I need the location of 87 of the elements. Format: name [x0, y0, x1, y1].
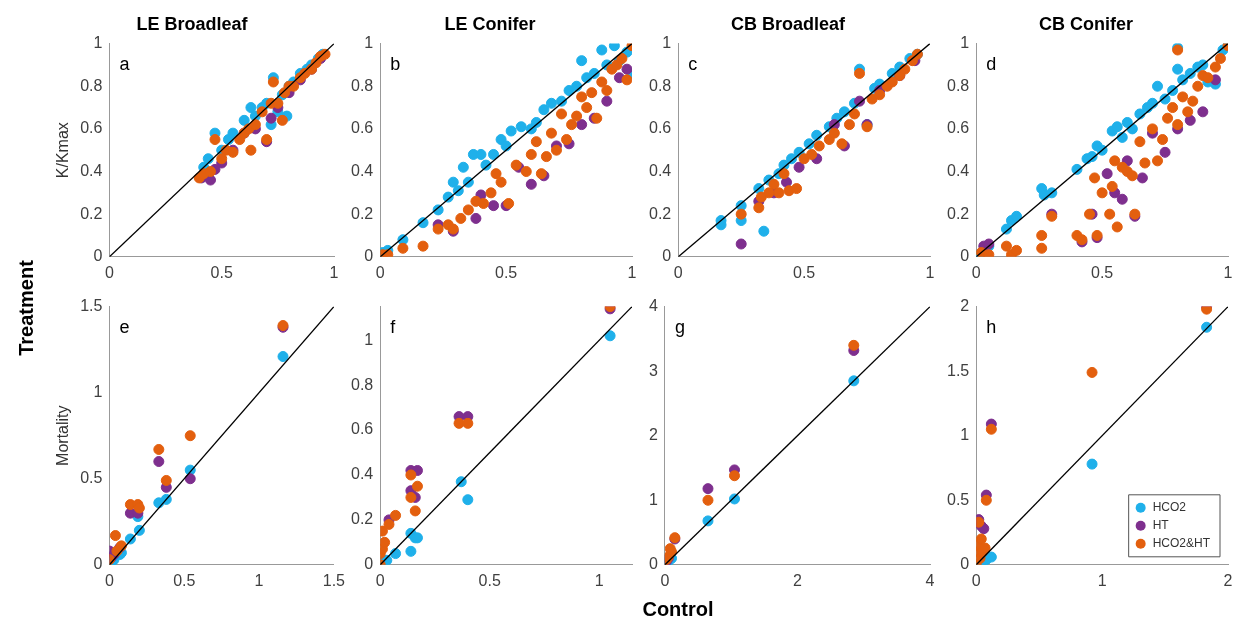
y-tick-label: 0.2 — [350, 204, 374, 222]
y-tick-label: 1.5 — [946, 361, 970, 379]
chart-title: CB Conifer — [1039, 13, 1133, 34]
chart-title: CB Broadleaf — [730, 13, 847, 34]
y-tick-label: 1 — [960, 426, 970, 444]
y-tick-label: 2 — [960, 297, 970, 315]
y-tick-label: 2 — [648, 426, 658, 444]
x-tick-label: 1 — [1097, 571, 1107, 589]
annotation: b — [390, 53, 401, 74]
y-tick-label: 0.6 — [350, 119, 374, 137]
chart-title: LE Broadleaf — [136, 13, 249, 34]
legend-label: HCO2 — [1152, 500, 1187, 515]
y-tick-label: 0.8 — [946, 76, 970, 94]
text: Treatment — [14, 260, 38, 356]
annotation: a — [119, 53, 131, 74]
y-tick-label: 1 — [648, 490, 658, 508]
x-tick-label: 0.5 — [1091, 263, 1114, 281]
annotation: h — [986, 316, 997, 337]
y-tick-label: 0 — [93, 555, 103, 573]
y-tick-label: 0.6 — [80, 119, 103, 137]
y-tick-label: 0.2 — [946, 204, 970, 222]
x-tick-label: 0 — [104, 263, 114, 281]
y-tick-label: 0.6 — [648, 119, 672, 137]
y-tick-label: 0 — [364, 247, 374, 265]
x-tick-label: 0 — [104, 571, 114, 589]
y-tick-label: 1.5 — [80, 297, 103, 315]
text: Control — [642, 598, 714, 621]
y-tick-label: 0.5 — [946, 490, 970, 508]
y-tick-label: 0 — [93, 247, 103, 265]
y-tick-label: 0.4 — [946, 161, 970, 179]
y-tick-label: 0 — [364, 555, 374, 573]
chart-title: LE Conifer — [444, 13, 536, 34]
y-tick-label: 1 — [960, 34, 970, 52]
y-tick-label: 0.2 — [350, 510, 374, 528]
x-tick-label: 1 — [594, 571, 604, 589]
x-tick-label: 1 — [627, 263, 637, 281]
y-tick-label: 0.8 — [80, 76, 103, 94]
x-tick-label: 1 — [254, 571, 264, 589]
y-tick-label: 0 — [648, 555, 658, 573]
y-tick-label: 0.4 — [80, 161, 103, 179]
y-tick-label: 0.6 — [350, 420, 374, 438]
y-tick-label: 0 — [960, 555, 970, 573]
y-tick-label: 0.8 — [350, 76, 374, 94]
y-tick-label: 1 — [93, 34, 103, 52]
y-tick-label: 1 — [662, 34, 672, 52]
x-tick-label: 1 — [925, 263, 935, 281]
x-tick-label: 0 — [375, 571, 385, 589]
x-tick-label: 1.5 — [322, 571, 346, 589]
y-axis-title: K/Kmax — [54, 122, 72, 179]
annotation: f — [390, 316, 397, 337]
legend-label: HCO2&HT — [1152, 536, 1211, 551]
x-tick-label: 2 — [793, 571, 802, 589]
x-tick-label: 4 — [925, 571, 935, 589]
annotation: d — [986, 53, 997, 74]
y-tick-label: 0.8 — [350, 375, 374, 393]
y-tick-label: 0.4 — [648, 161, 672, 179]
y-tick-label: 0.2 — [80, 204, 103, 222]
y-tick-label: 0.5 — [80, 469, 103, 487]
y-tick-label: 0 — [662, 247, 672, 265]
x-tick-label: 1 — [329, 263, 339, 281]
x-tick-label: 0 — [673, 263, 683, 281]
y-tick-label: 0.4 — [350, 465, 374, 483]
y-tick-label: 0.6 — [946, 119, 970, 137]
annotation: c — [688, 53, 698, 74]
y-tick-label: 1 — [93, 383, 103, 401]
x-tick-label: 0.5 — [478, 571, 501, 589]
annotation: g — [674, 316, 685, 337]
x-tick-label: 1 — [1223, 263, 1233, 281]
x-tick-label: 0 — [971, 571, 981, 589]
legend-label: HT — [1152, 518, 1170, 533]
y-tick-label: 0.8 — [648, 76, 672, 94]
x-tick-label: 2 — [1223, 571, 1233, 589]
y-axis-title: Mortality — [54, 405, 72, 466]
x-tick-label: 0.5 — [210, 263, 233, 281]
x-tick-label: 0 — [971, 263, 981, 281]
y-tick-label: 0 — [960, 247, 970, 265]
y-tick-label: 1 — [364, 330, 374, 348]
x-tick-label: 0.5 — [173, 571, 196, 589]
annotation: e — [119, 316, 130, 337]
x-tick-label: 0.5 — [495, 263, 518, 281]
y-tick-label: 0.2 — [648, 204, 672, 222]
y-tick-label: 3 — [648, 361, 658, 379]
x-tick-label: 0.5 — [793, 263, 816, 281]
y-tick-label: 1 — [364, 34, 374, 52]
y-tick-label: 0.4 — [350, 161, 374, 179]
y-tick-label: 4 — [648, 297, 658, 315]
x-tick-label: 0 — [375, 263, 385, 281]
